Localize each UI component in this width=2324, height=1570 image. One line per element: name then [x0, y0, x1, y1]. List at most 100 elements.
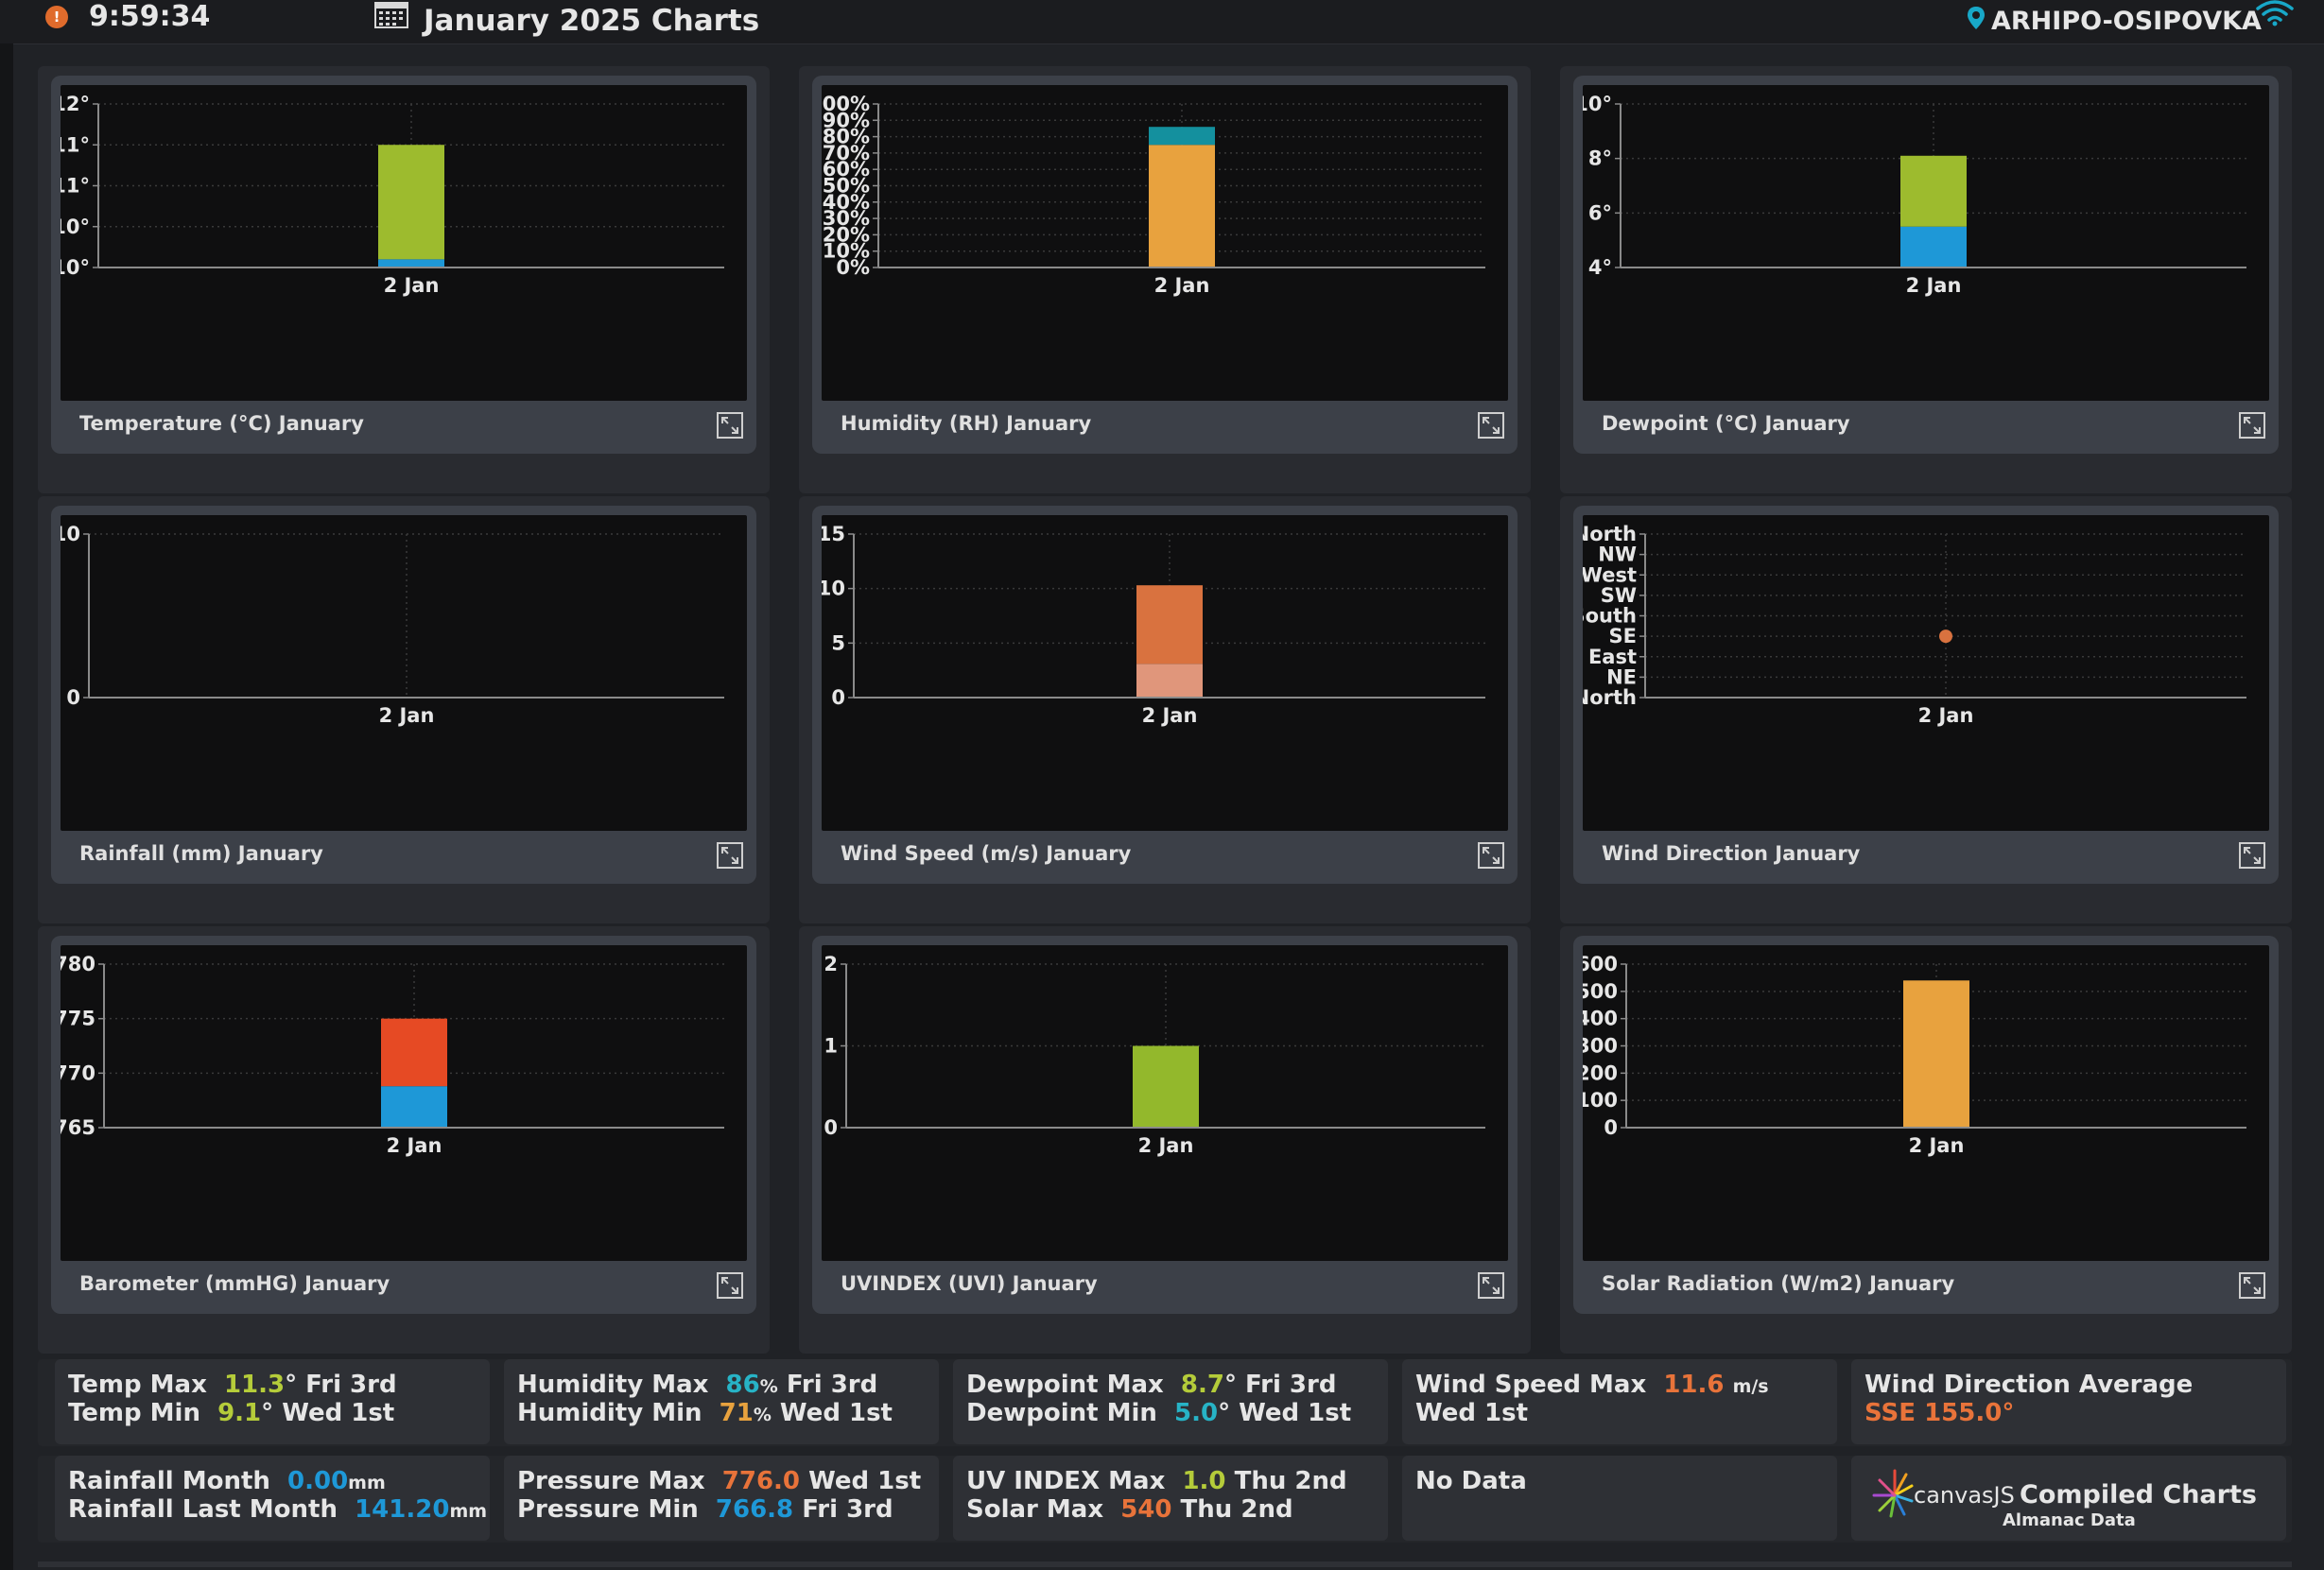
y-tick-label: 500: [1583, 980, 1618, 1003]
expand-icon[interactable]: [1478, 842, 1504, 869]
location-pin-icon: [1968, 7, 1985, 29]
chart-winddirection: NorthNEEastSESouthSWWestNWNorth2 Jan: [1583, 523, 2246, 727]
y-tick-label: North: [1583, 686, 1637, 709]
bar-segment: [1149, 145, 1215, 267]
expand-icon[interactable]: [717, 412, 743, 439]
left-edge: [0, 43, 13, 1570]
chart-dewpoint: 4° 6° 8° 10° 2 Jan: [1583, 93, 2246, 297]
expand-icon[interactable]: [2239, 842, 2265, 869]
wind-max-date: Wed 1st: [1415, 1399, 1529, 1427]
y-tick-label: North: [1583, 523, 1637, 545]
y-tick-label: 765: [61, 1116, 95, 1139]
y-tick-label: 400: [1583, 1008, 1618, 1030]
y-tick-label: 15: [822, 523, 845, 545]
y-tick-label: 770: [61, 1061, 95, 1084]
bar-segment: [1136, 585, 1203, 664]
y-tick-label: 0: [831, 686, 845, 709]
temp-min-label: Temp Min: [68, 1399, 200, 1427]
uv-max-date: Thu 2nd: [1225, 1467, 1347, 1495]
y-tick-label: 8°: [1588, 147, 1612, 170]
humidity-max-label: Humidity Max: [517, 1371, 709, 1399]
y-tick-label: 40%: [823, 191, 870, 214]
chart-caption: Rainfall (mm) January: [79, 842, 323, 865]
y-tick-label: NW: [1598, 543, 1637, 566]
expand-icon[interactable]: [717, 1272, 743, 1299]
rain-month-value: 0.00: [287, 1467, 349, 1495]
x-tick-label: 2 Jan: [1906, 274, 1962, 297]
wifi-icon: [2256, 0, 2294, 26]
expand-icon[interactable]: [717, 842, 743, 869]
y-tick-label: 10: [822, 578, 845, 600]
y-tick-label: East: [1588, 646, 1637, 668]
chart-caption: Solar Radiation (W/m2) January: [1602, 1272, 1955, 1295]
wind-direction-label: Wind Direction Average: [1864, 1371, 2194, 1399]
y-tick-label: 60%: [823, 158, 870, 181]
chart-card-dewpoint: 4° 6° 8° 10° 2 Jan Dewpoint (°C) January: [1560, 66, 2292, 493]
y-tick-label: 10°: [61, 256, 90, 279]
humidity-min-value: 71: [719, 1399, 754, 1427]
chart-windspeed: 0 5 10 15 2 Jan: [822, 523, 1485, 727]
uv-solar-summary: UV INDEX Max 1.0 Thu 2nd Solar Max 540 T…: [953, 1456, 1388, 1541]
dewpoint-summary: Dewpoint Max 8.7° Fri 3rd Dewpoint Min 5…: [953, 1359, 1388, 1444]
bar-segment: [1903, 980, 1969, 1128]
humidity-max-date: Fri 3rd: [777, 1371, 878, 1399]
humidity-summary: Humidity Max 86% Fri 3rd Humidity Min 71…: [504, 1359, 939, 1444]
chart-card-uvindex: 0 1 2 2 Jan UVINDEX (UVI) January: [799, 926, 1531, 1354]
uv-max-label: UV INDEX Max: [966, 1467, 1166, 1495]
x-tick-label: 2 Jan: [1142, 704, 1198, 727]
humidity-unit: %: [759, 1376, 778, 1397]
y-tick-label: West: [1583, 563, 1637, 586]
wind-unit: m/s: [1732, 1376, 1769, 1397]
chart-caption: Humidity (RH) January: [841, 412, 1092, 435]
pressure-summary: Pressure Max 776.0 Wed 1st Pressure Min …: [504, 1456, 939, 1541]
page-title: January 2025 Charts: [424, 4, 760, 38]
expand-icon[interactable]: [1478, 1272, 1504, 1299]
y-tick-label: 80%: [823, 126, 870, 148]
rainfall-summary: Rainfall Month 0.00mm Rainfall Last Mont…: [55, 1456, 490, 1541]
chart-card-rainfall: 0 10 2 Jan Rainfall (mm) January: [38, 496, 770, 923]
pressure-min-value: 766.8: [715, 1495, 794, 1524]
clock: 9:59:34: [89, 0, 211, 33]
bar-segment: [381, 1018, 447, 1087]
y-tick-label: 10%: [823, 240, 870, 263]
rain-last-value: 141.20: [355, 1495, 450, 1524]
rain-unit: mm: [449, 1501, 488, 1522]
wind-direction-summary: Wind Direction Average SSE 155.0°: [1851, 1359, 2286, 1444]
temp-min-date: ° Wed 1st: [261, 1399, 395, 1427]
location-label[interactable]: ARHIPO-OSIPOVKA: [1991, 7, 2262, 36]
almanac-data-label: Almanac Data: [2003, 1510, 2136, 1530]
chart-card-winddirection: NorthNEEastSESouthSWWestNWNorth2 Jan Win…: [1560, 496, 2292, 923]
expand-icon[interactable]: [2239, 412, 2265, 439]
summary-row-2: Rainfall Month 0.00mm Rainfall Last Mont…: [38, 1456, 2292, 1543]
canvasjs-credit[interactable]: canvasJS Compiled Charts Almanac Data: [1851, 1456, 2286, 1541]
y-tick-label: 70%: [823, 142, 870, 164]
chart-barometer: 765 770 775 780 2 Jan: [61, 953, 724, 1157]
dewpoint-max-date: ° Fri 3rd: [1223, 1371, 1337, 1399]
bottom-divider: [38, 1561, 2292, 1567]
alert-icon[interactable]: !: [45, 6, 68, 28]
y-tick-label: 10°: [61, 216, 90, 238]
x-tick-label: 2 Jan: [1138, 1134, 1194, 1157]
y-tick-label: 10°: [1583, 93, 1612, 115]
rain-month-label: Rainfall Month: [68, 1467, 270, 1495]
chart-uvindex: 0 1 2 2 Jan: [824, 953, 1485, 1157]
chart-caption: Wind Direction January: [1602, 842, 1861, 865]
dewpoint-max-value: 8.7: [1180, 1371, 1224, 1399]
y-tick-label: 50%: [823, 175, 870, 198]
humidity-min-date: Wed 1st: [771, 1399, 893, 1427]
y-tick-label: 1: [824, 1035, 838, 1058]
no-data-label: No Data: [1415, 1467, 1527, 1495]
expand-icon[interactable]: [2239, 1272, 2265, 1299]
pressure-min-date: Fri 3rd: [793, 1495, 893, 1524]
wind-speed-summary: Wind Speed Max 11.6 m/s Wed 1st: [1402, 1359, 1837, 1444]
y-tick-label: 11°: [61, 133, 90, 156]
chart-card-windspeed: 0 5 10 15 2 Jan Wind Speed (m/s) January: [799, 496, 1531, 923]
bar-segment: [378, 259, 444, 267]
y-tick-label: 0: [1604, 1116, 1618, 1139]
x-tick-label: 2 Jan: [1154, 274, 1210, 297]
dewpoint-min-date: ° Wed 1st: [1218, 1399, 1352, 1427]
expand-icon[interactable]: [1478, 412, 1504, 439]
canvasjs-logo-icon: [1872, 1469, 1914, 1518]
bar-segment: [1149, 127, 1215, 146]
y-tick-label: 780: [61, 953, 95, 975]
